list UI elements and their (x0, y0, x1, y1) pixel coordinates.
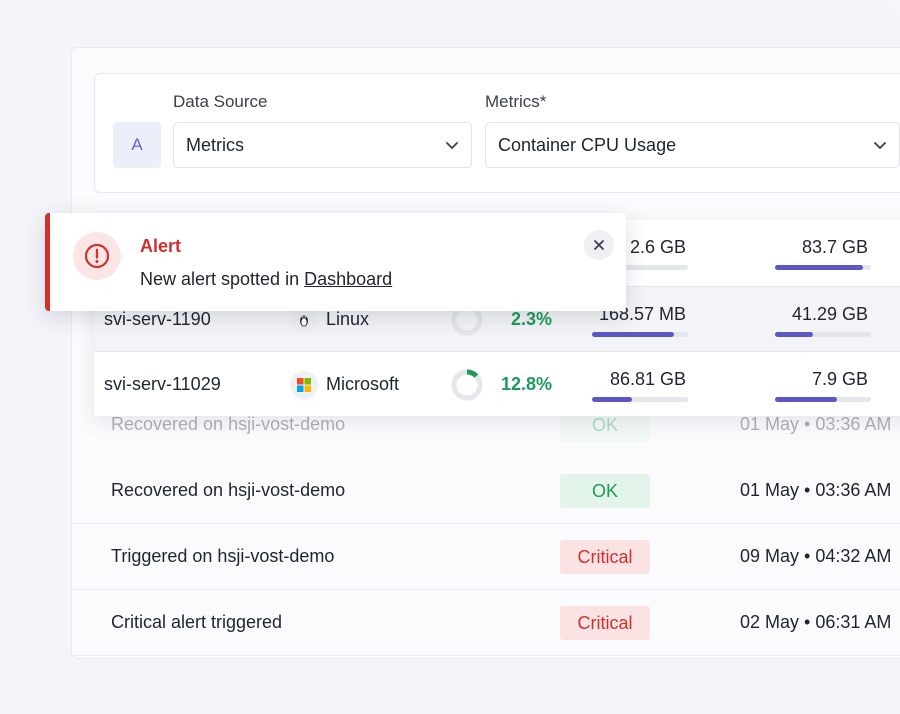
event-row[interactable]: Recovered on hsji-vost-demo OK 01 May • … (72, 458, 900, 524)
disk-bar-fill (775, 265, 864, 270)
server-name: svi-serv-1190 (104, 309, 211, 329)
microsoft-icon (290, 371, 318, 399)
cpu-percent: 2.3% (510, 309, 552, 329)
event-row[interactable]: Recovered on hsji-vost-demo OK 01 May • … (72, 392, 900, 458)
os-name: Linux (326, 309, 370, 329)
event-text: Recovered on hsji-vost-demo (111, 480, 346, 500)
close-button[interactable] (584, 230, 614, 260)
alert-icon (73, 232, 121, 280)
chevron-down-icon (446, 142, 458, 149)
metrics-label: Metrics* (485, 92, 547, 111)
disk-value: 7.9 GB (811, 369, 868, 389)
memory-value: 86.81 GB (609, 369, 686, 389)
status-badge: OK (560, 474, 650, 508)
server-row[interactable]: 2.6 GB 83.7 GB (94, 220, 900, 286)
event-time: 01 May • 03:36 AM (740, 414, 892, 434)
disk-bar (775, 332, 871, 337)
memory-bar-fill (592, 332, 674, 337)
server-row[interactable]: svi-serv-11029 Microsoft 12.8% 86.81 GB … (94, 352, 900, 418)
disk-value: 41.29 GB (791, 304, 868, 324)
memory-bar (592, 332, 688, 337)
event-time: 02 May • 06:31 AM (740, 612, 892, 632)
metrics-value: Container CPU Usage (498, 134, 677, 155)
memory-bar-fill (592, 397, 633, 402)
memory-value: 2.6 GB (629, 237, 686, 257)
event-time: 09 May • 04:32 AM (740, 546, 892, 566)
cpu-donut (451, 369, 483, 401)
event-text: Recovered on hsji-vost-demo (111, 414, 346, 434)
dashboard-link[interactable]: Dashboard (304, 269, 393, 289)
memory-bar (592, 397, 688, 402)
os-name: Microsoft (326, 374, 400, 394)
data-source-select[interactable]: Metrics (173, 122, 472, 168)
disk-bar (775, 265, 871, 270)
alert-toast: Alert New alert spotted in Dashboard (45, 213, 626, 311)
close-icon (594, 240, 604, 250)
chevron-down-icon (874, 142, 886, 149)
metrics-select[interactable]: Container CPU Usage (485, 122, 900, 168)
event-time: 01 May • 03:36 AM (740, 480, 892, 500)
disk-bar-fill (775, 332, 814, 337)
cpu-percent: 12.8% (500, 374, 552, 394)
server-name: svi-serv-11029 (104, 374, 221, 394)
event-text: Triggered on hsji-vost-demo (111, 546, 335, 566)
event-row[interactable]: Triggered on hsji-vost-demo Critical 09 … (72, 524, 900, 590)
alert-title: Alert (140, 236, 182, 256)
disk-bar-fill (775, 397, 838, 402)
alert-message-text: New alert spotted in (140, 269, 300, 289)
data-source-label: Data Source (173, 92, 268, 111)
data-source-value: Metrics (186, 134, 244, 155)
event-row[interactable]: Critical alert triggered Critical 02 May… (72, 590, 900, 656)
status-badge: Critical (560, 606, 650, 640)
status-badge: Critical (560, 540, 650, 574)
query-letter-badge[interactable]: A (113, 122, 161, 168)
alert-message: New alert spotted in Dashboard (140, 269, 392, 290)
disk-value: 83.7 GB (801, 237, 868, 257)
event-text: Critical alert triggered (111, 612, 283, 632)
disk-bar (775, 397, 871, 402)
